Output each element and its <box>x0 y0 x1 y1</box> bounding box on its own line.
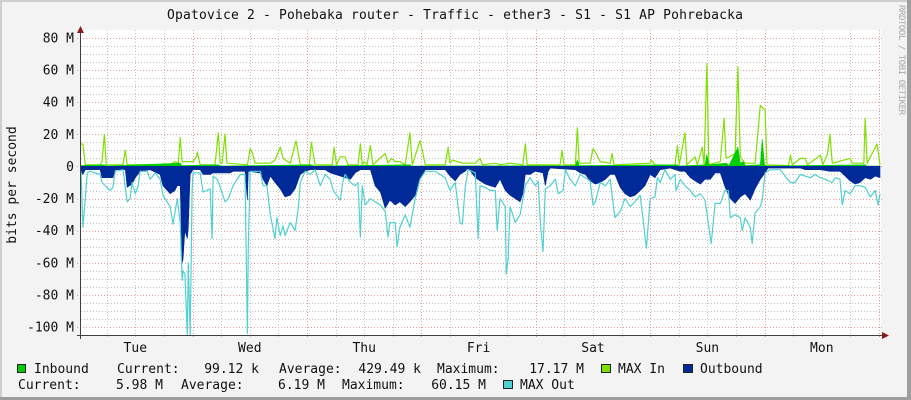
axes <box>77 26 889 339</box>
rrdtool-watermark: RRDTOOL / TOBI OETIKER <box>896 5 906 116</box>
y-tick-label: 80 M <box>43 32 74 47</box>
legend-inbound-label: Inbound <box>34 362 89 377</box>
legend-outbound-average-label: Average: <box>181 378 244 393</box>
legend-max-out-label: MAX Out <box>520 378 575 393</box>
legend-inbound-current-value: 99.12 k <box>204 362 259 377</box>
frame-top-left-shade <box>0 0 911 2</box>
y-axis-title: bits per second <box>5 126 20 243</box>
legend-outbound-current-label: Current: <box>18 378 81 393</box>
x-axis-arrow-icon <box>882 332 889 339</box>
y-tick-labels: 80 M 60 M 40 M 20 M 0 -20 M -40 M -60 M -80 M -10… <box>27 32 74 336</box>
inbound-area <box>80 139 881 167</box>
frame-left-shade <box>0 0 2 400</box>
legend-inbound-current-label: Current: <box>117 362 180 377</box>
x-tick-label: Tue <box>124 341 148 356</box>
legend-inbound-maximum-label: Maximum: <box>437 362 500 377</box>
max-out-line <box>80 169 881 336</box>
legend-inbound-average-value: 429.49 k <box>358 362 421 377</box>
x-tick-labels: Tue Wed Thu Fri Sat Sun Mon <box>124 341 834 356</box>
x-tick-label: Sun <box>696 341 719 356</box>
x-tick-label: Fri <box>467 341 490 356</box>
legend-outbound-current-value: 5.98 M <box>116 378 163 393</box>
legend-max-out: MAX Out <box>503 378 575 393</box>
data-series <box>80 63 881 336</box>
max-in-swatch-icon <box>601 364 611 373</box>
x-tick-label: Thu <box>352 341 375 356</box>
y-tick-label: -40 M <box>35 224 74 239</box>
y-tick-label: -60 M <box>35 256 74 271</box>
legend-max-in: MAX In <box>601 362 665 377</box>
legend-outbound-maximum-label: Maximum: <box>342 378 405 393</box>
y-axis-arrow-icon <box>77 26 84 33</box>
frame-bottom-shade <box>0 397 911 400</box>
inbound-swatch-icon <box>17 364 26 373</box>
x-tick-label: Sat <box>581 341 604 356</box>
max-out-swatch-icon <box>503 380 513 389</box>
y-tick-label: 20 M <box>43 128 74 143</box>
y-tick-label: 0 <box>66 160 74 175</box>
legend-outbound: Outbound <box>683 362 763 377</box>
legend-inbound-average-label: Average: <box>279 362 342 377</box>
y-tick-label: -20 M <box>35 192 74 207</box>
legend-outbound-maximum-value: 60.15 M <box>431 378 486 393</box>
x-tick-label: Mon <box>810 341 833 356</box>
y-tick-label: 60 M <box>43 64 74 79</box>
x-tick-label: Wed <box>238 341 261 356</box>
legend-max-in-label: MAX In <box>618 362 665 377</box>
legend-outbound-label: Outbound <box>700 362 763 377</box>
legend-outbound-average-value: 6.19 M <box>278 378 325 393</box>
legend-inbound-maximum-value: 17.17 M <box>529 362 584 377</box>
y-tick-label: 40 M <box>43 96 74 111</box>
max-in-line <box>81 63 881 167</box>
legend-outbound-stats: Current: 5.98 M Average: 6.19 M Maximum:… <box>18 378 486 393</box>
outbound-swatch-icon <box>683 364 693 373</box>
frame-right-shade <box>907 0 911 400</box>
graph-title: Opatovice 2 - Pohebaka router - Traffic … <box>167 8 743 23</box>
y-tick-label: -100 M <box>27 321 74 336</box>
y-tick-label: -80 M <box>35 288 74 303</box>
legend-inbound: Inbound Current: 99.12 k Average: 429.49… <box>17 362 584 377</box>
